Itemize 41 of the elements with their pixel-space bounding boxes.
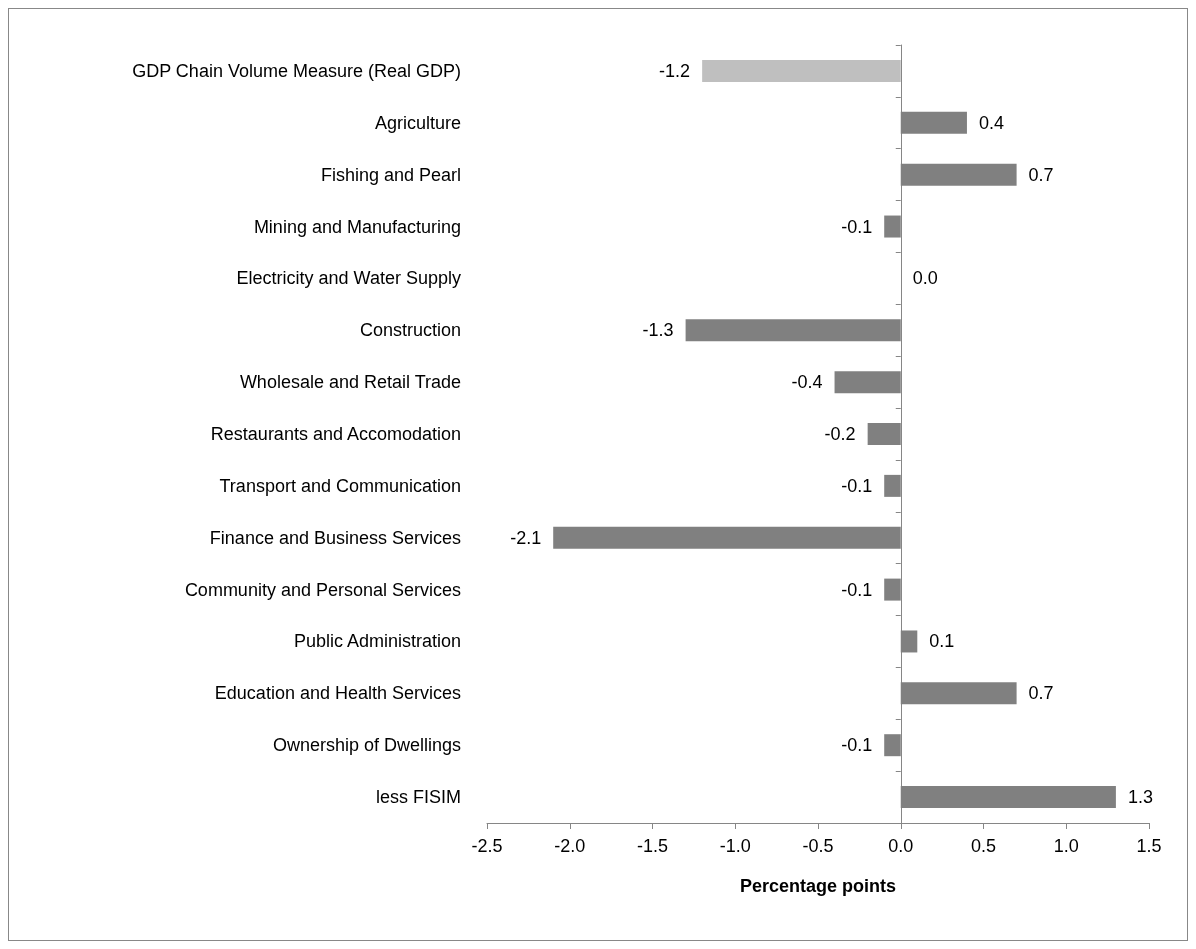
data-label: 0.4 — [978, 112, 1004, 133]
y-tick-label: Agriculture — [374, 112, 461, 133]
bar — [702, 59, 901, 82]
y-tick-label: Community and Personal Services — [184, 579, 461, 600]
data-label: 0.0 — [912, 268, 938, 289]
data-label: -0.4 — [791, 372, 823, 393]
data-label: -0.1 — [841, 216, 873, 237]
x-axis-title: Percentage points — [739, 876, 897, 896]
x-tick-label: -1.5 — [636, 836, 669, 856]
y-tick-label: Education and Health Services — [214, 683, 461, 704]
y-tick-label: Electricity and Water Supply — [236, 268, 461, 289]
y-tick-label: Ownership of Dwellings — [272, 735, 461, 756]
x-tick-label: -2.5 — [471, 836, 503, 856]
y-tick-label: Fishing and Pearl — [320, 164, 461, 185]
y-tick-label: Finance and Business Services — [209, 527, 461, 548]
data-label: -1.2 — [659, 60, 691, 81]
y-tick-label: Public Administration — [293, 631, 461, 652]
x-tick-label: 1.5 — [1136, 836, 1162, 856]
x-tick-label: 0.5 — [970, 836, 997, 856]
y-tick-label: Restaurants and Accomodation — [210, 424, 461, 444]
data-label: -2.1 — [510, 527, 542, 548]
data-label: -0.2 — [824, 424, 856, 444]
x-tick-label: -0.5 — [802, 836, 834, 856]
data-label: 1.3 — [1127, 787, 1153, 808]
y-tick-label: GDP Chain Volume Measure (Real GDP) — [132, 60, 461, 81]
y-tick-label: Mining and Manufacturing — [253, 216, 461, 237]
data-label: -1.3 — [642, 320, 674, 341]
data-label: -0.1 — [841, 735, 873, 756]
data-label: 0.7 — [1028, 683, 1054, 704]
y-tick-label: Transport and Communication — [219, 475, 461, 496]
y-tick-label: Construction — [359, 320, 461, 341]
x-tick-label: 0.0 — [888, 836, 914, 856]
data-label: 0.1 — [929, 631, 955, 652]
y-tick-label: less FISIM — [375, 787, 461, 808]
data-label: -0.1 — [841, 475, 873, 496]
x-tick-label: -2.0 — [554, 836, 586, 856]
x-tick-label: -1.0 — [719, 836, 751, 856]
x-tick-label: 1.0 — [1053, 836, 1079, 856]
data-label: 0.7 — [1028, 164, 1054, 185]
data-label: -0.1 — [841, 579, 873, 600]
y-tick-label: Wholesale and Retail Trade — [239, 372, 461, 393]
